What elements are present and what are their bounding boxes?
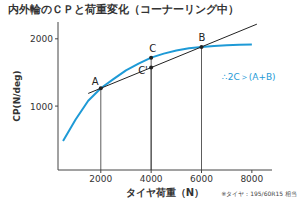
y-axis — [58, 22, 59, 170]
point-label: C' — [138, 65, 148, 76]
x-tick — [151, 170, 152, 173]
series-line — [63, 45, 252, 142]
x-tick-label: 8000 — [240, 174, 263, 184]
formula: ∴2C＞(A+B) — [222, 72, 276, 82]
drop-line — [100, 88, 101, 170]
y-tick-label: 2000 — [30, 34, 53, 44]
drop-line — [201, 47, 202, 170]
plot-area — [63, 24, 257, 170]
point — [149, 66, 153, 70]
y-tick — [55, 106, 58, 107]
x-tick — [201, 170, 202, 173]
x-axis — [58, 170, 272, 171]
drop-line — [151, 58, 152, 170]
x-tick-label: 6000 — [190, 174, 213, 184]
x-axis-label: タイヤ荷重（N） — [126, 187, 204, 198]
series-line — [88, 24, 257, 93]
chart: 内外輪のＣＰと荷重変化（コーナーリング中） 1000 2000 2000 4000 600… — [0, 0, 300, 205]
point — [200, 45, 204, 49]
x-tick-label: 2000 — [89, 174, 112, 184]
y-tick-label: 1000 — [30, 102, 53, 112]
point-label: B — [199, 32, 206, 43]
point-label: A — [92, 76, 99, 87]
y-tick — [55, 38, 58, 39]
x-tick — [251, 170, 252, 173]
point — [99, 86, 103, 90]
x-tick — [100, 170, 101, 173]
labels: A CC' B — [92, 32, 206, 87]
drop-line — [151, 68, 152, 170]
title: 内外輪のＣＰと荷重変化（コーナーリング中） — [8, 3, 239, 16]
point-label: C — [149, 43, 156, 54]
point — [149, 56, 153, 60]
x-tick-label: 4000 — [140, 174, 163, 184]
note: ※タイヤ：195/60R15 相当 — [221, 190, 297, 197]
y-axis-label: CP(N/deg) — [12, 70, 22, 121]
